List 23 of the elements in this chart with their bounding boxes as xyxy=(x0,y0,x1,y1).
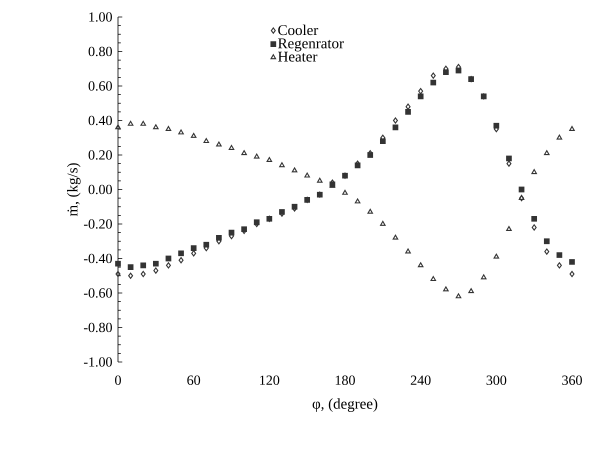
y-tick-label: 0.40 xyxy=(88,116,112,126)
legend-label: Cooler xyxy=(278,24,318,36)
y-tick-label: 0.20 xyxy=(88,150,112,160)
x-tick-label: 120 xyxy=(260,376,280,385)
x-tick-label: 240 xyxy=(410,376,431,385)
y-axis-title: ṁ, (kg/s) xyxy=(67,163,81,216)
y-tick-label: 0.60 xyxy=(88,81,112,91)
x-tick-label: 60 xyxy=(187,376,200,385)
y-tick-label: -0.20 xyxy=(84,219,112,229)
y-tick-label: -0.40 xyxy=(84,254,112,264)
legend-label: Regenrator xyxy=(278,38,344,52)
y-tick-label: -0.60 xyxy=(84,288,112,298)
x-tick-label: 0 xyxy=(115,376,121,385)
y-tick-label: 1.00 xyxy=(89,12,112,22)
y-tick-label: 0.80 xyxy=(88,46,112,56)
y-tick-label: 0.00 xyxy=(88,184,112,194)
x-axis-title: φ, (degree) xyxy=(312,398,378,412)
x-tick-label: 180 xyxy=(336,376,355,385)
legend-label: Heater xyxy=(278,52,318,62)
x-tick-label: 360 xyxy=(562,376,582,385)
y-tick-label: -1.00 xyxy=(84,357,112,367)
x-tick-label: 300 xyxy=(486,376,506,385)
y-tick-label: -0.80 xyxy=(84,322,112,332)
